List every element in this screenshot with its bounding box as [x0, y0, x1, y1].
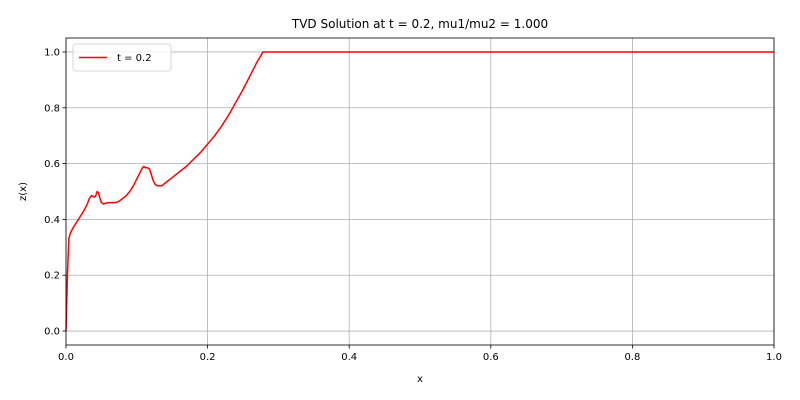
- x-tick-label: 0.8: [624, 352, 640, 363]
- y-tick-label: 0.2: [44, 271, 60, 282]
- y-axis-label: z(x): [18, 182, 29, 201]
- grid-lines: [65, 38, 775, 345]
- x-axis-ticks: 0.0 0.2 0.4 0.6 0.8 1.0: [58, 345, 782, 363]
- series-layer: [65, 51, 774, 332]
- legend-label: t = 0.2: [117, 53, 152, 64]
- series-line-0: [65, 51, 774, 332]
- y-tick-label: 0.0: [44, 327, 60, 338]
- x-tick-label: 0.2: [200, 352, 216, 363]
- legend-box: [72, 43, 172, 72]
- x-axis-label: x: [417, 374, 423, 385]
- x-tick-label: 0.0: [58, 352, 74, 363]
- y-tick-label: 1.0: [44, 47, 60, 58]
- x-tick-label: 0.6: [483, 352, 499, 363]
- y-tick-label: 0.4: [44, 215, 60, 226]
- x-tick-label: 0.4: [341, 352, 357, 363]
- y-axis-ticks: 0.0 0.2 0.4 0.6 0.8 1.0: [44, 47, 66, 338]
- x-tick-label: 1.0: [766, 352, 782, 363]
- legend: t = 0.2: [72, 43, 172, 72]
- y-tick-label: 0.6: [44, 159, 60, 170]
- y-tick-label: 0.8: [44, 103, 60, 114]
- plot-frame: [65, 37, 775, 346]
- chart-title: TVD Solution at t = 0.2, mu1/mu2 = 1.000: [291, 17, 548, 31]
